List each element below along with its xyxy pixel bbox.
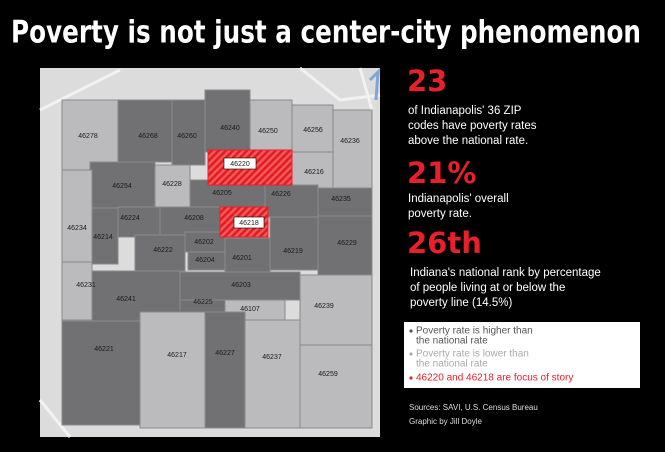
zip-area <box>61 169 93 263</box>
zip-label: 46237 <box>262 354 282 361</box>
zip-area <box>244 319 301 429</box>
map: 46278 46268 46260 46240 46250 46256 46236 46220… <box>38 66 381 438</box>
zip-area <box>134 234 186 272</box>
zip-label: 46254 <box>112 183 132 190</box>
zip-area <box>249 99 293 153</box>
zip-label: 46217 <box>167 352 187 359</box>
stat-text: codes have poverty rates <box>408 120 537 132</box>
legend-bullet <box>409 329 413 333</box>
zip-label: 46239 <box>314 303 334 310</box>
stat-text: of people living at or below the <box>410 282 565 294</box>
zip-area <box>204 89 251 153</box>
stat-text: Indianapolis' overall <box>408 193 509 205</box>
zip-label: 46224 <box>120 215 140 222</box>
legend: Poverty rate is higher than the national… <box>404 322 640 388</box>
zip-area <box>332 109 373 189</box>
stat-figure: 23 <box>407 64 447 98</box>
zip-label: 46278 <box>78 133 98 140</box>
zip-label: 46236 <box>340 138 360 145</box>
zip-label: 46222 <box>153 247 173 254</box>
zip-area <box>139 311 206 429</box>
zip-label: 46229 <box>337 240 357 247</box>
stat-text: poverty rate. <box>408 208 472 220</box>
zip-area <box>317 187 373 217</box>
zip-label: 46235 <box>331 196 351 203</box>
zip-label: 46268 <box>138 133 158 140</box>
zip-area <box>61 261 93 321</box>
zip-label: 46205 <box>212 190 232 197</box>
zip-area <box>89 161 156 211</box>
stat-text: above the national rate. <box>408 135 528 147</box>
zip-label: 46208 <box>184 215 204 222</box>
zip-label: 46227 <box>215 350 235 357</box>
zip-label: 46241 <box>116 296 136 303</box>
zip-label: 46214 <box>93 234 113 241</box>
zip-labels: 46278 46268 46260 46240 46250 46256 46236 46220… <box>67 125 360 378</box>
title: Poverty is not just a center-city phenom… <box>11 15 641 51</box>
stat-text: of Indianapolis' 36 ZIP <box>408 105 522 117</box>
legend-box <box>404 322 640 388</box>
zip-area <box>317 215 373 276</box>
zip-label: 46250 <box>258 128 278 135</box>
legend-bullet <box>409 352 413 356</box>
zip-area <box>299 274 373 346</box>
zip-label: 46240 <box>220 125 240 132</box>
zip-label: 46231 <box>76 282 96 289</box>
zip-label: 46220 <box>230 161 250 168</box>
river <box>368 68 380 101</box>
zip-area <box>117 99 173 163</box>
credit: Graphic by Jill Doyle <box>409 417 482 426</box>
legend-text: 46220 and 46218 are focus of story <box>416 373 573 384</box>
legend-text: Poverty rate is higher than <box>416 326 533 337</box>
stat-text: poverty line (14.5%) <box>410 297 512 309</box>
zip-label: 46201 <box>232 255 252 262</box>
zip-area <box>204 311 246 429</box>
legend-text: the national rate <box>416 336 488 347</box>
zip-area <box>91 207 119 265</box>
zip-area <box>154 164 191 208</box>
zip-label-box <box>223 157 257 170</box>
zip-area <box>299 344 373 429</box>
zip-areas <box>61 89 373 429</box>
stats: 23 of Indianapolis' 36 ZIP codes have po… <box>407 64 601 309</box>
zip-label: 46256 <box>303 127 323 134</box>
zip-label: 46234 <box>67 225 87 232</box>
zip-area <box>159 206 221 236</box>
zip-label: 46228 <box>162 181 182 188</box>
zip-label: 46225 <box>193 299 213 306</box>
zip-label: 46226 <box>271 191 291 198</box>
legend-text: the national rate <box>416 359 488 370</box>
zip-area <box>61 99 119 171</box>
zip-label: 46202 <box>194 239 214 246</box>
legend-text: Poverty rate is lower than <box>416 349 529 360</box>
zip-label: 46107 <box>240 306 260 313</box>
zip-area <box>269 216 319 271</box>
zip-label: 46218 <box>239 220 259 227</box>
zip-label: 46259 <box>318 371 338 378</box>
road <box>38 66 381 438</box>
zip-area <box>264 184 319 218</box>
zip-label: 46221 <box>94 346 114 353</box>
zip-label: 46260 <box>177 133 197 140</box>
legend-bullet <box>409 376 413 380</box>
zip-label: 46219 <box>283 248 303 255</box>
stat-figure: 21% <box>407 156 476 190</box>
zip-label: 46203 <box>231 282 251 289</box>
zip-label: 46204 <box>195 257 215 264</box>
zip-label-box <box>233 216 265 229</box>
stat-figure: 26th <box>407 226 482 260</box>
zip-label: 46216 <box>304 169 324 176</box>
stat-text: Indiana's national rank by percentage <box>410 267 601 279</box>
source: Sources: SAVI, U.S. Census Bureau <box>409 403 538 412</box>
zip-area <box>61 320 141 426</box>
zip-area <box>117 206 161 238</box>
zip-area <box>187 251 226 271</box>
